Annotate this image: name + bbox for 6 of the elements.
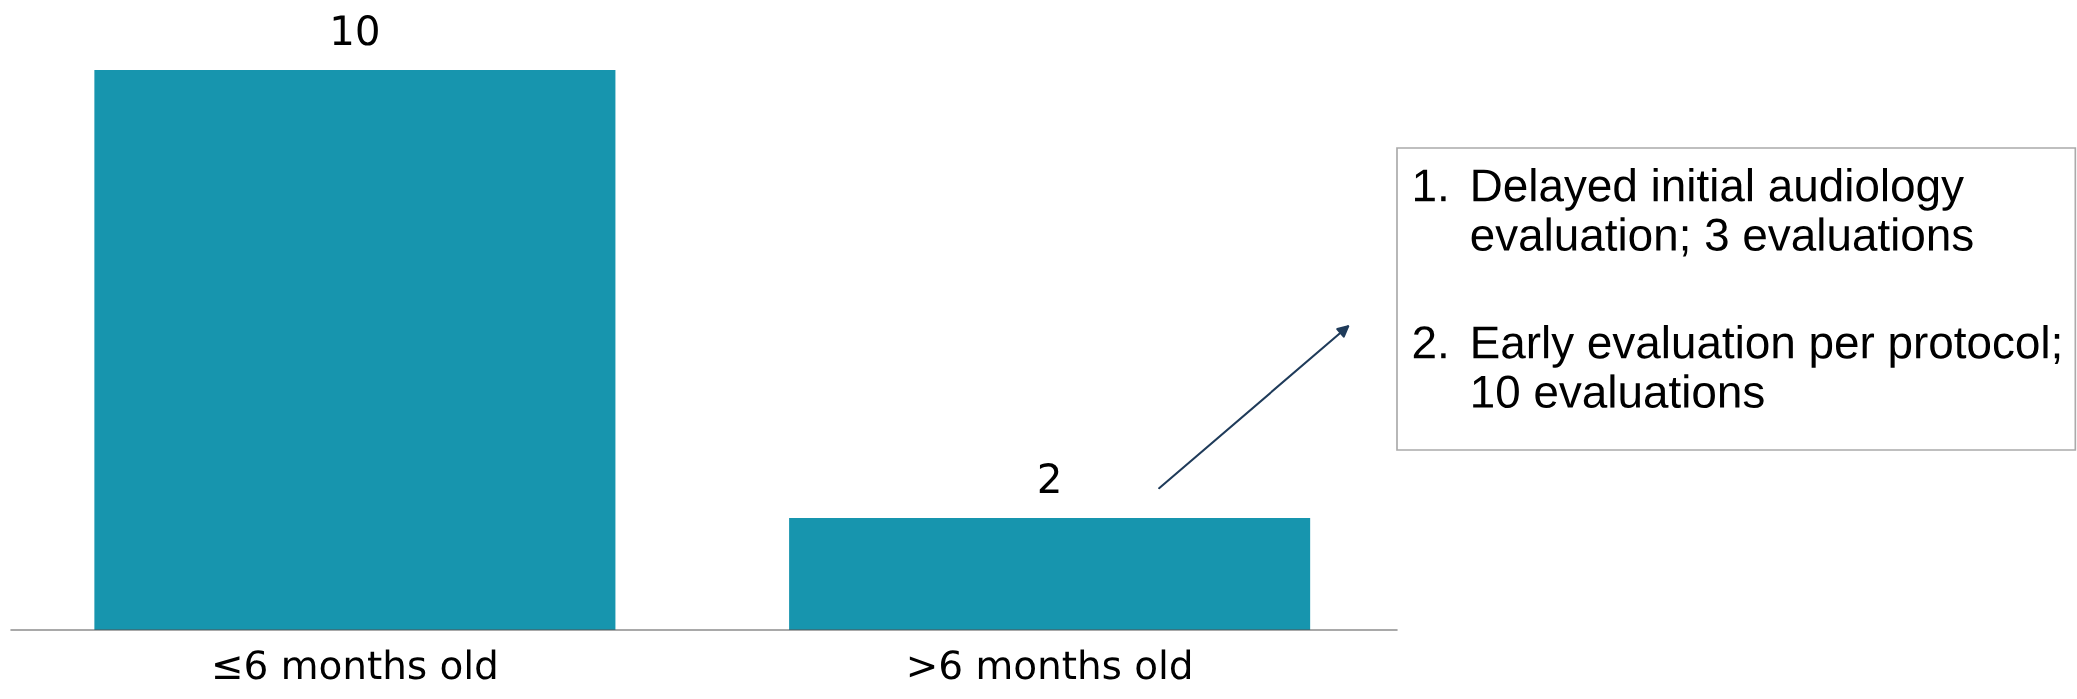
x-tick-label: ≤6 months old — [215, 649, 496, 680]
text: 1. Delayed initial audiology evaluation; 3 evaluations — [1415, 168, 1973, 257]
x-tick-label: >6 months old — [909, 649, 1191, 680]
text: 2. Early evaluation per protocol; 10 evaluations — [1413, 325, 2060, 409]
data-label: 10 — [333, 15, 378, 46]
data-label: 2 — [1039, 463, 1059, 493]
